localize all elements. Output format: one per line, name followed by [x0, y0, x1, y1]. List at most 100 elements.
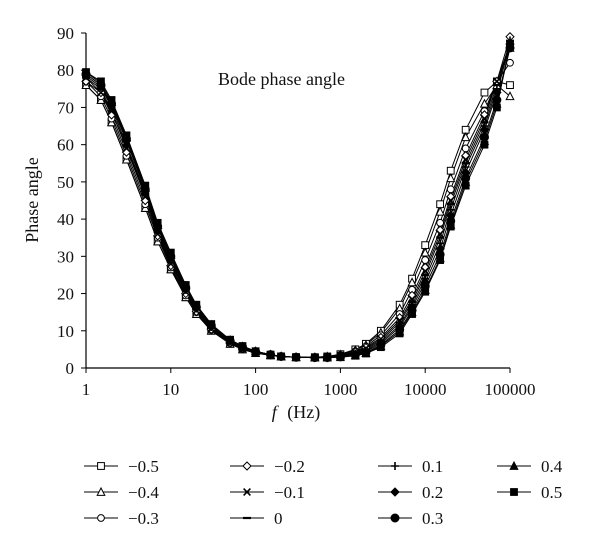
- data-point: [97, 77, 105, 86]
- legend-label: 0.4: [541, 457, 563, 476]
- legend-label: −0.1: [274, 483, 305, 502]
- data-point: [226, 335, 234, 344]
- data-point: [420, 247, 430, 257]
- data-point: [192, 300, 201, 309]
- data-point: [446, 173, 456, 183]
- data-point: [506, 40, 514, 49]
- data-point: [141, 181, 150, 190]
- legend-label: 0.3: [422, 509, 443, 528]
- legend-marker: [97, 514, 105, 522]
- data-point: [435, 206, 445, 216]
- data-point: [506, 58, 514, 67]
- y-tick-label: 10: [57, 322, 74, 341]
- legend-item: 0.4: [497, 457, 563, 476]
- data-point: [480, 114, 489, 123]
- data-point: [153, 218, 162, 227]
- x-tick-label: 10000: [404, 380, 447, 399]
- data-point: [421, 256, 430, 264]
- data-point: [376, 343, 385, 352]
- data-point: [166, 248, 175, 257]
- x-tick-label: 1: [82, 380, 91, 399]
- legend-label: 0.1: [422, 457, 443, 476]
- data-point: [492, 77, 501, 86]
- data-point: [336, 353, 345, 362]
- legend-item: 0.2: [378, 483, 443, 502]
- data-point: [505, 91, 515, 101]
- data-point: [122, 131, 131, 140]
- data-point: [207, 320, 216, 328]
- data-point: [479, 98, 490, 108]
- y-tick-label: 0: [66, 359, 75, 378]
- data-point: [461, 132, 471, 142]
- x-ticks: 1 10 100 1000 10000 100000: [82, 368, 536, 399]
- legend-marker: [97, 462, 105, 470]
- data-point: [323, 353, 332, 362]
- x-tick-label: 10: [162, 380, 179, 399]
- data-point: [421, 267, 430, 276]
- legend-label: −0.3: [128, 509, 159, 528]
- data-point: [152, 231, 163, 241]
- y-ticks: 0 10 20 30 40 50 60 70 80 90: [57, 24, 86, 378]
- data-point: [408, 310, 416, 318]
- x-tick-label: 100000: [485, 380, 536, 399]
- legend-label: 0.2: [422, 483, 443, 502]
- y-axis-label: Phase angle: [22, 157, 42, 242]
- data-point: [395, 329, 404, 338]
- x-axis-label-variable: f: [272, 402, 280, 422]
- data-point: [107, 96, 116, 104]
- legend-item: 0.1: [378, 457, 443, 476]
- data-point: [292, 353, 300, 362]
- legend-marker: [96, 486, 106, 496]
- legend-label: 0: [274, 509, 283, 528]
- legend-item: −0.1: [230, 483, 305, 502]
- x-tick-label: 1000: [323, 380, 357, 399]
- legend-marker: [509, 460, 519, 470]
- legend-item: −0.5: [84, 457, 159, 476]
- legend-item: 0: [230, 509, 283, 528]
- data-point: [277, 352, 286, 361]
- legend-label: −0.5: [128, 457, 159, 476]
- y-tick-label: 40: [57, 210, 74, 229]
- data-point: [96, 88, 105, 97]
- data-point: [436, 218, 445, 227]
- legend-item: −0.4: [84, 483, 159, 502]
- plot-area: 0 10 20 30 40 50 60 70 80 90 1 10 100 1000 10000 10000…: [57, 24, 536, 399]
- y-tick-label: 70: [57, 98, 74, 117]
- x-axis-label: f (Hz): [272, 402, 321, 423]
- y-tick-label: 30: [57, 247, 74, 266]
- chart-title: Bode phase angle: [218, 69, 345, 89]
- data-point: [506, 81, 514, 90]
- data-point: [492, 103, 501, 112]
- legend-marker: [391, 462, 399, 470]
- legend-marker: [510, 488, 518, 496]
- data-point: [461, 144, 470, 153]
- data-point: [446, 185, 455, 194]
- x-axis-label-unit: (Hz): [287, 402, 320, 423]
- legend: −0.5 −0.4 −0.3 −0.2 −0.1 0 0.1 0.2 0.3 0.4 0.5: [84, 457, 563, 528]
- data-point: [251, 347, 260, 356]
- data-point: [407, 277, 417, 287]
- legend-marker: [243, 488, 251, 496]
- data-point: [461, 155, 470, 164]
- data-point: [181, 281, 190, 289]
- legend-item: 0.5: [497, 483, 562, 502]
- data-point: [421, 287, 430, 296]
- legend-item: −0.2: [230, 457, 305, 476]
- y-tick-label: 80: [57, 61, 74, 80]
- data-point: [362, 349, 370, 358]
- data-point: [436, 256, 445, 264]
- data-point: [480, 140, 489, 149]
- legend-label: 0.5: [541, 483, 562, 502]
- legend-item: 0.3: [378, 509, 443, 528]
- data-point: [310, 353, 319, 362]
- data-point: [461, 181, 470, 190]
- legend-label: −0.4: [128, 483, 159, 502]
- y-tick-label: 90: [57, 24, 74, 43]
- legend-marker: [390, 513, 400, 523]
- data-point: [446, 196, 455, 205]
- data-point: [238, 342, 247, 350]
- series-markers: [81, 32, 515, 363]
- legend-item: −0.3: [84, 509, 159, 528]
- data-point: [436, 230, 445, 238]
